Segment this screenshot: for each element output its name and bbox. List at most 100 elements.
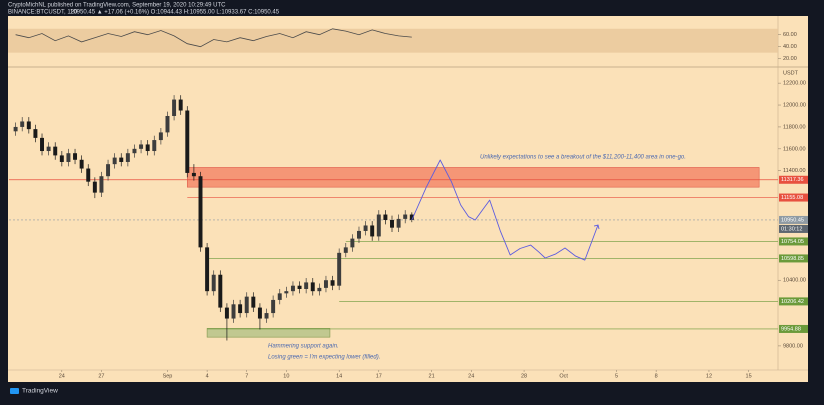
level-label-box	[779, 254, 808, 263]
countdown-box	[779, 224, 808, 233]
x-tick-label: 4	[206, 373, 209, 379]
x-tick-label: 8	[655, 373, 658, 379]
candle-body	[92, 181, 97, 193]
candle-body	[244, 296, 249, 314]
candle-body	[139, 144, 144, 149]
symbol: BINANCE:BTCUSDT, 120	[8, 10, 78, 16]
x-tick-label: 27	[98, 373, 104, 379]
candle-body	[73, 153, 78, 160]
candle-body	[211, 274, 216, 292]
annotation: Unlikely expectations to see a breakout …	[480, 155, 686, 161]
candle-body	[370, 225, 375, 237]
y-tick-label: 40.00	[783, 44, 797, 50]
logo-icon	[10, 388, 19, 394]
price-pane: USDT 12200.00 12000.00 11800.00 11600.00 1140…	[9, 70, 808, 379]
x-tick-label: 10	[283, 373, 289, 379]
candle-body	[112, 157, 117, 165]
rsi-band	[8, 28, 778, 53]
candle-body	[284, 291, 289, 294]
candle-body	[317, 287, 322, 292]
candle-body	[13, 126, 18, 132]
candle-body	[145, 144, 150, 152]
axis-unit: USDT	[783, 70, 799, 76]
candle-body	[390, 220, 394, 228]
level-label-box	[779, 237, 808, 246]
candle-body	[46, 146, 51, 152]
forecast-arrow	[593, 224, 600, 230]
x-tick-label: 21	[429, 373, 435, 379]
footer	[0, 382, 824, 405]
y-tick-label: 9800.00	[783, 343, 803, 349]
annotation: Losing green = I'm expecting lower (fill…	[268, 355, 380, 361]
candle-body	[152, 140, 157, 152]
rsi-line	[15, 28, 412, 48]
zone	[206, 328, 331, 338]
candle-body	[304, 282, 309, 289]
rsi-pane: 60.00 40.00 20.00	[8, 28, 797, 62]
candle-body	[33, 129, 38, 138]
logo: TradingView	[22, 388, 58, 395]
y-tick-label: 60.00	[783, 32, 797, 38]
level-label-box	[779, 175, 808, 184]
y-tick-label: 10400.00	[783, 278, 806, 284]
author-line: CryptoMichNL published on TradingView.co…	[8, 3, 226, 9]
candle-body	[178, 99, 183, 111]
candle-body	[119, 157, 124, 162]
x-tick-label: Oct	[559, 373, 568, 379]
candle-body	[191, 172, 196, 177]
candle-body	[343, 247, 348, 253]
x-tick-label: 24	[468, 373, 474, 379]
candle-body	[277, 293, 282, 300]
candle-body	[165, 115, 170, 133]
candle-body	[53, 146, 58, 156]
y-tick-label: 11600.00	[783, 146, 806, 152]
x-tick-label: 15	[746, 373, 752, 379]
candle-body	[218, 274, 223, 308]
zone	[186, 167, 760, 188]
x-tick-label: 28	[521, 373, 527, 379]
x-tick-label: 7	[245, 373, 248, 379]
candle-body	[205, 247, 210, 292]
x-tick-label: 14	[336, 373, 342, 379]
y-tick-label: 11800.00	[783, 124, 806, 130]
candle-body	[20, 121, 25, 127]
chart-background	[8, 16, 808, 382]
level-label: 10950.45	[781, 217, 804, 223]
candle-body	[132, 148, 137, 154]
countdown: 01:30:12	[781, 226, 802, 232]
level-label: 10754.05	[781, 239, 804, 245]
candle-body	[271, 299, 276, 314]
candle-body	[350, 238, 355, 248]
candle-body	[290, 285, 295, 292]
candle-body	[337, 252, 342, 286]
y-tick-label: 12000.00	[783, 102, 806, 108]
candle-body	[330, 280, 335, 286]
level-label-box	[779, 324, 808, 333]
candle-body	[40, 137, 44, 152]
candle-body	[251, 296, 256, 308]
candle-body	[185, 110, 190, 173]
x-tick-label: 17	[376, 373, 382, 379]
candle-body	[79, 159, 84, 169]
level-label: 11155.08	[781, 195, 803, 201]
annotation: Hammering support again.	[268, 344, 339, 350]
level-label-box	[779, 297, 808, 306]
candle-body	[158, 132, 163, 141]
level-label-box	[779, 193, 808, 202]
level-label-box	[779, 215, 808, 224]
quote: 10950.45 ▲ +17.06 (+0.16%) O:10944.43 H:…	[70, 10, 280, 16]
candle-body	[26, 121, 31, 130]
candle-body	[297, 285, 302, 289]
candle-body	[99, 176, 104, 193]
x-tick-label: Sep	[163, 373, 173, 379]
candle-body	[231, 304, 236, 319]
y-tick-label: 20.00	[783, 56, 797, 62]
candle-body	[376, 214, 381, 237]
x-tick-label: 5	[615, 373, 618, 379]
level-label: 10598.85	[781, 256, 804, 262]
candle-body	[363, 225, 368, 231]
level-label: 9954.88	[781, 326, 801, 332]
candle-body	[59, 155, 64, 162]
y-tick-label: 12200.00	[783, 81, 806, 87]
